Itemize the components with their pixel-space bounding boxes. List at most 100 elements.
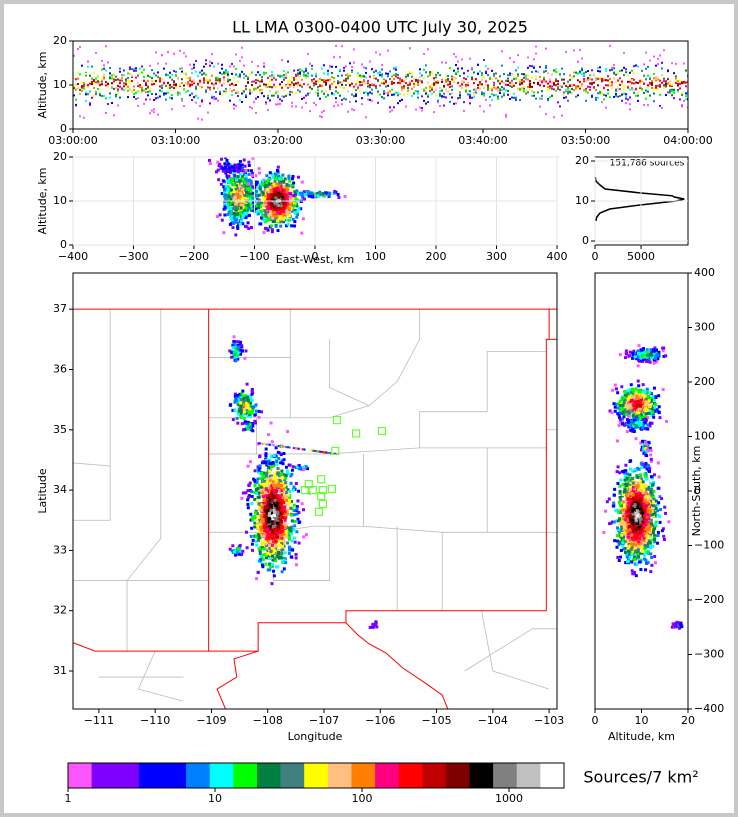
- density-cell: [287, 194, 291, 198]
- density-cell: [345, 84, 347, 87]
- density-cell: [293, 86, 295, 89]
- density-cell: [421, 81, 423, 84]
- density-cell: [267, 195, 271, 199]
- density-cell: [238, 550, 242, 554]
- density-cell: [101, 68, 103, 71]
- density-cell: [587, 78, 589, 81]
- density-cell: [281, 81, 283, 84]
- density-cell: [529, 64, 531, 67]
- density-cell: [601, 77, 603, 80]
- density-cell: [549, 87, 551, 90]
- density-cell: [101, 83, 103, 86]
- density-cell: [425, 92, 427, 95]
- density-cell: [245, 206, 249, 210]
- density-cell: [230, 214, 234, 218]
- density-cell: [531, 65, 533, 68]
- density-cell: [309, 194, 313, 198]
- density-cell: [280, 493, 284, 497]
- density-cell: [397, 94, 399, 97]
- density-cell: [77, 83, 79, 86]
- density-cell: [273, 196, 277, 200]
- density-cell: [199, 105, 201, 108]
- density-cell: [345, 74, 347, 77]
- density-cell: [266, 181, 270, 185]
- density-cell: [273, 556, 277, 560]
- density-cell: [259, 554, 263, 558]
- density-cell: [233, 342, 237, 346]
- density-cell: [242, 178, 246, 182]
- density-cell: [673, 91, 675, 94]
- county-border: [290, 309, 421, 419]
- density-cell: [119, 70, 121, 73]
- density-cell: [115, 79, 117, 82]
- density-cell: [461, 67, 463, 70]
- density-cell: [311, 79, 313, 82]
- density-cell: [255, 500, 259, 504]
- density-cell: [509, 84, 511, 87]
- density-cell: [303, 74, 305, 77]
- density-cell: [295, 78, 297, 81]
- density-cell: [109, 77, 111, 80]
- density-cell: [513, 92, 515, 95]
- density-cell: [117, 92, 119, 95]
- density-cell: [301, 97, 303, 100]
- density-cell: [285, 84, 287, 87]
- density-cell: [471, 96, 473, 99]
- density-cell: [296, 212, 300, 216]
- y-tick-label: 33: [53, 543, 67, 556]
- density-cell: [481, 83, 483, 86]
- density-cell: [609, 77, 611, 80]
- density-cell: [264, 491, 268, 495]
- density-cell: [77, 87, 79, 90]
- density-cell: [487, 74, 489, 77]
- density-cell: [195, 85, 197, 88]
- density-cell: [290, 525, 294, 529]
- density-cell: [258, 187, 262, 191]
- density-cell: [603, 87, 605, 90]
- density-cell: [273, 506, 277, 510]
- density-cell: [260, 472, 264, 476]
- density-cell: [231, 190, 235, 194]
- density-cell: [557, 87, 559, 90]
- density-cell: [507, 80, 509, 83]
- density-cell: [427, 48, 429, 51]
- density-cell: [371, 622, 375, 626]
- density-cell: [283, 494, 287, 498]
- density-cell: [121, 79, 123, 82]
- density-cell: [235, 83, 237, 86]
- density-cell: [641, 69, 643, 72]
- density-cell: [234, 187, 238, 191]
- density-cell: [201, 86, 203, 89]
- density-cell: [649, 77, 651, 80]
- density-cell: [253, 413, 257, 417]
- density-cell: [311, 87, 313, 90]
- density-cell: [253, 101, 255, 104]
- density-cell: [569, 74, 571, 77]
- density-cell: [607, 75, 609, 78]
- density-cell: [631, 86, 633, 89]
- density-cell: [451, 85, 453, 88]
- density-cell: [369, 75, 371, 78]
- density-cell: [609, 81, 611, 84]
- density-cell: [391, 93, 393, 96]
- density-cell: [269, 421, 273, 425]
- density-cell: [276, 501, 280, 505]
- density-cell: [244, 188, 248, 192]
- density-cell: [217, 62, 219, 65]
- density-cell: [527, 78, 529, 81]
- density-cell: [637, 65, 639, 68]
- density-cell: [319, 115, 321, 118]
- density-cell: [325, 90, 327, 93]
- density-cell: [241, 92, 243, 95]
- density-cell: [243, 356, 247, 360]
- density-cell: [519, 81, 521, 84]
- density-cell: [435, 88, 437, 91]
- density-cell: [233, 550, 237, 554]
- density-cell: [235, 167, 239, 171]
- density-cell: [279, 224, 283, 228]
- density-cell: [451, 78, 453, 81]
- density-cell: [341, 98, 343, 101]
- density-cell: [453, 52, 455, 55]
- density-cell: [286, 541, 290, 545]
- density-cell: [197, 75, 199, 78]
